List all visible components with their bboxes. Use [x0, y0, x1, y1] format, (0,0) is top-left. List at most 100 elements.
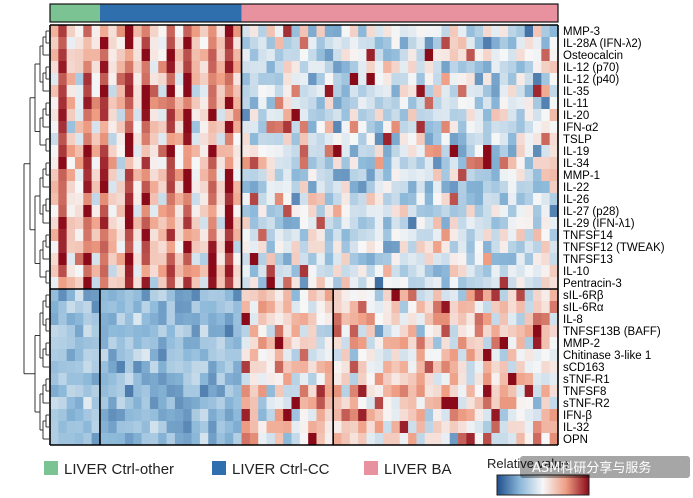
- heatmap-cell: [266, 169, 276, 182]
- heatmap-cell: [491, 97, 501, 110]
- heatmap-cell: [308, 49, 317, 62]
- heatmap-cell: [241, 385, 251, 398]
- heatmap-cell: [241, 37, 251, 50]
- heatmap-cell: [233, 121, 242, 134]
- heatmap-cell: [274, 349, 284, 362]
- heatmap-cell: [466, 349, 476, 362]
- heatmap-cell: [474, 217, 484, 230]
- heatmap-cell: [224, 133, 234, 146]
- heatmap-cell: [83, 37, 92, 50]
- heatmap-cell: [383, 205, 392, 218]
- heatmap-cell: [483, 373, 492, 386]
- heatmap-cell: [391, 217, 401, 230]
- heatmap-cell: [449, 397, 459, 410]
- heatmap-cell: [224, 361, 234, 374]
- heatmap-cell: [133, 97, 142, 110]
- heatmap-cell: [124, 25, 134, 38]
- heatmap-cell: [508, 49, 517, 62]
- heatmap-cell: [424, 313, 434, 326]
- heatmap-cell: [58, 37, 67, 50]
- heatmap-cell: [299, 397, 309, 410]
- heatmap-cell: [116, 229, 126, 242]
- heatmap-cell: [191, 409, 201, 422]
- heatmap-cell: [291, 265, 301, 278]
- heatmap-cell: [208, 121, 217, 134]
- heatmap-cell: [324, 313, 334, 326]
- watermark-text: ASM科研分享与服务: [532, 460, 651, 476]
- heatmap-cell: [133, 145, 142, 158]
- heatmap-cell: [174, 253, 184, 266]
- heatmap-cell: [316, 109, 326, 122]
- group-bar-1: [99, 4, 242, 22]
- heatmap-cell: [391, 97, 401, 110]
- heatmap-cell: [466, 133, 476, 146]
- heatmap-cell: [374, 349, 384, 362]
- heatmap-cell: [424, 169, 434, 182]
- heatmap-cell: [183, 157, 192, 170]
- heatmap-cell: [183, 325, 192, 338]
- heatmap-cell: [291, 37, 301, 50]
- heatmap-cell: [283, 97, 292, 110]
- heatmap-cell: [58, 169, 67, 182]
- heatmap-cell: [108, 409, 117, 422]
- heatmap-cell: [141, 205, 151, 218]
- heatmap-cell: [516, 133, 525, 146]
- heatmap-cell: [291, 373, 301, 386]
- heatmap-cell: [416, 97, 426, 110]
- heatmap-cell: [149, 361, 159, 374]
- heatmap-cell: [458, 313, 467, 326]
- heatmap-cell: [324, 61, 334, 74]
- heatmap-cell: [108, 121, 117, 134]
- heatmap-cell: [499, 49, 509, 62]
- heatmap-cell: [408, 385, 417, 398]
- heatmap-cell: [108, 169, 117, 182]
- heatmap-cell: [533, 229, 542, 242]
- heatmap-cell: [141, 97, 151, 110]
- heatmap-cell: [541, 193, 550, 206]
- heatmap-cell: [233, 349, 242, 362]
- heatmap-cell: [374, 229, 384, 242]
- heatmap-cell: [458, 229, 467, 242]
- heatmap-cell: [274, 277, 284, 290]
- heatmap-cell: [158, 337, 167, 350]
- heatmap-cell: [374, 37, 384, 50]
- heatmap-cell: [449, 409, 459, 422]
- heatmap-cell: [158, 133, 167, 146]
- heatmap-cell: [474, 301, 484, 314]
- heatmap-cell: [83, 85, 92, 98]
- heatmap-cell: [141, 169, 151, 182]
- heatmap-cell: [449, 373, 459, 386]
- heatmap-cell: [83, 409, 92, 422]
- heatmap-cell: [308, 73, 317, 86]
- heatmap-cell: [241, 73, 251, 86]
- heatmap-cell: [166, 229, 176, 242]
- heatmap-cell: [83, 157, 92, 170]
- heatmap-cell: [274, 229, 284, 242]
- heatmap-cell: [291, 325, 301, 338]
- heatmap-cell: [174, 313, 184, 326]
- heatmap-cell: [58, 397, 67, 410]
- heatmap-cell: [50, 121, 59, 134]
- heatmap-cell: [233, 361, 242, 374]
- heatmap-cell: [233, 217, 242, 230]
- heatmap-cell: [249, 25, 259, 38]
- heatmap-cell: [283, 49, 292, 62]
- heatmap-cell: [274, 289, 284, 302]
- heatmap-cell: [383, 85, 392, 98]
- heatmap-cell: [99, 349, 109, 362]
- heatmap-cell: [441, 217, 451, 230]
- heatmap-cell: [66, 277, 76, 290]
- heatmap-cell: [358, 49, 367, 62]
- heatmap-cell: [108, 421, 117, 434]
- heatmap-cell: [491, 277, 501, 290]
- heatmap-cell: [358, 409, 367, 422]
- heatmap-cell: [491, 145, 501, 158]
- heatmap-cell: [91, 121, 101, 134]
- heatmap-cell: [283, 421, 292, 434]
- heatmap-cell: [116, 97, 126, 110]
- heatmap-cell: [549, 121, 559, 134]
- heatmap-cell: [208, 349, 217, 362]
- heatmap-cell: [133, 169, 142, 182]
- heatmap-cell: [299, 289, 309, 302]
- heatmap-cell: [124, 229, 134, 242]
